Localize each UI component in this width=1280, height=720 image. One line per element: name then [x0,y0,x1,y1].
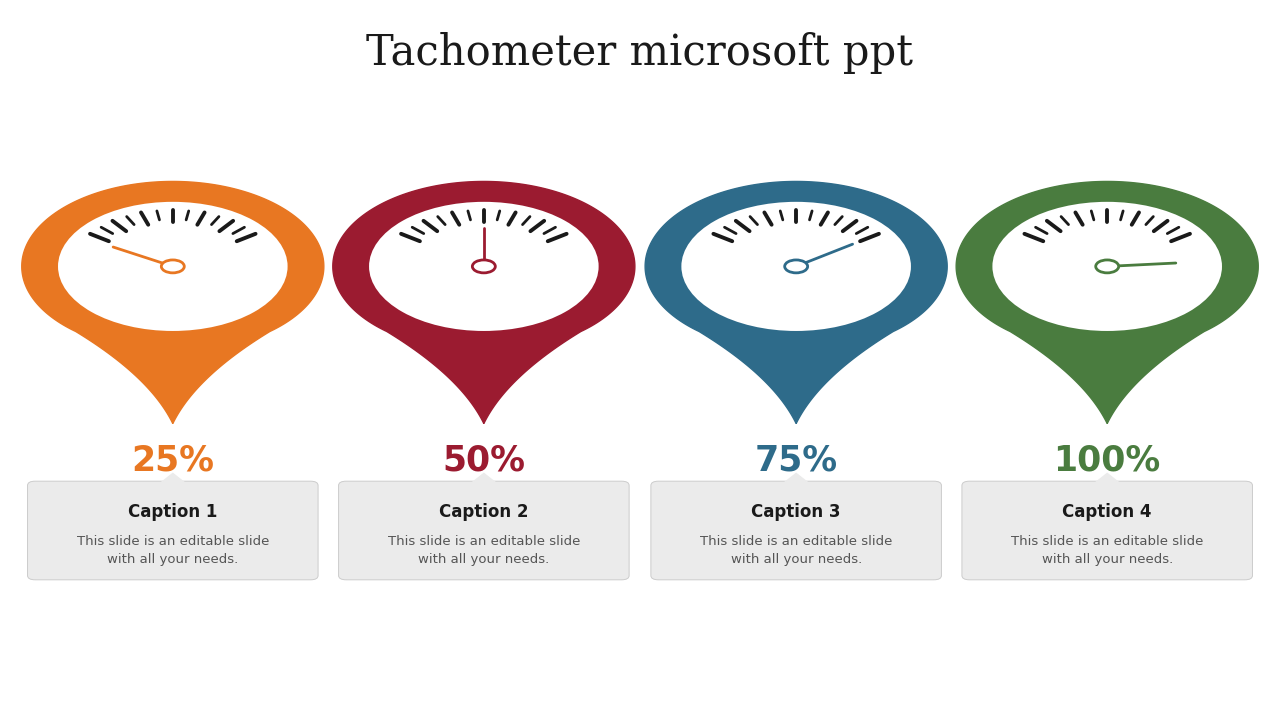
Polygon shape [468,474,499,485]
Polygon shape [333,181,635,423]
Polygon shape [1092,474,1123,485]
Text: Caption 1: Caption 1 [128,503,218,521]
Text: 100%: 100% [1053,444,1161,478]
Text: Caption 4: Caption 4 [1062,503,1152,521]
Polygon shape [22,181,324,423]
Text: Caption 2: Caption 2 [439,503,529,521]
Polygon shape [645,181,947,423]
Text: 25%: 25% [132,444,214,478]
Text: Tachometer microsoft ppt: Tachometer microsoft ppt [366,32,914,74]
FancyBboxPatch shape [28,481,319,580]
Circle shape [369,202,599,331]
Circle shape [161,260,184,273]
Text: 50%: 50% [443,444,525,478]
Text: Caption 3: Caption 3 [751,503,841,521]
Circle shape [785,260,808,273]
Text: 75%: 75% [755,444,837,478]
FancyBboxPatch shape [338,481,630,580]
Circle shape [992,202,1222,331]
Circle shape [472,260,495,273]
Text: This slide is an editable slide
with all your needs.: This slide is an editable slide with all… [77,535,269,566]
Text: This slide is an editable slide
with all your needs.: This slide is an editable slide with all… [700,535,892,566]
Circle shape [58,202,288,331]
Text: This slide is an editable slide
with all your needs.: This slide is an editable slide with all… [1011,535,1203,566]
FancyBboxPatch shape [963,481,1252,580]
Polygon shape [956,181,1258,423]
Text: This slide is an editable slide
with all your needs.: This slide is an editable slide with all… [388,535,580,566]
Polygon shape [781,474,812,485]
FancyBboxPatch shape [650,481,942,580]
Polygon shape [157,474,188,485]
Circle shape [1096,260,1119,273]
Circle shape [681,202,911,331]
